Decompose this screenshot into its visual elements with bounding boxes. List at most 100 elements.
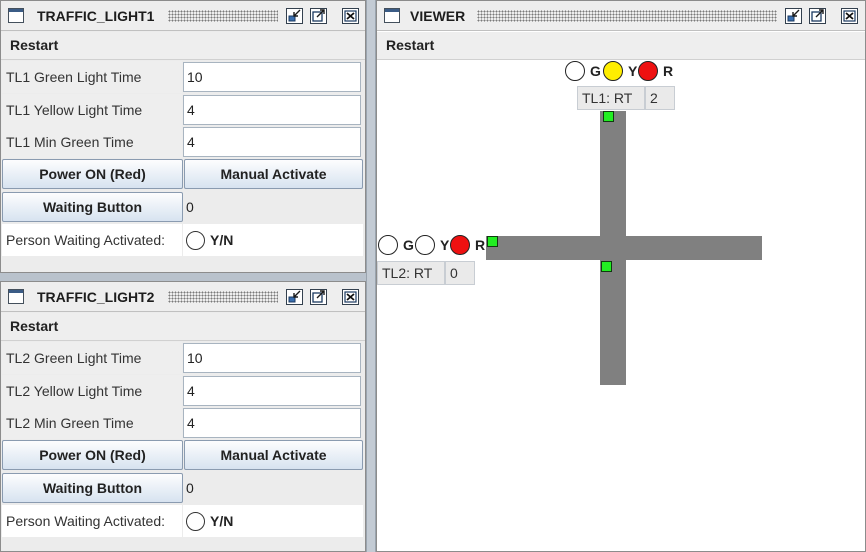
green-time-label: TL1 Green Light Time bbox=[2, 61, 182, 93]
green-time-row: TL2 Green Light Time 10 bbox=[2, 342, 364, 374]
waiting-count: 0 bbox=[186, 480, 194, 496]
person-row: Person Waiting Activated: Y/N bbox=[2, 505, 364, 537]
center-sensor bbox=[601, 261, 612, 272]
person-waiting-label: Person Waiting Activated: bbox=[2, 224, 182, 256]
person-radio-cell bbox=[183, 505, 363, 537]
window-title: TRAFFIC_LIGHT2 bbox=[37, 289, 155, 305]
iconify-button[interactable] bbox=[785, 8, 802, 24]
green-time-field[interactable]: 10 bbox=[183, 343, 361, 373]
tl1-status-value: 2 bbox=[645, 86, 675, 110]
waiting-button[interactable]: Waiting Button bbox=[2, 192, 183, 222]
person-waiting-radio[interactable] bbox=[186, 231, 205, 250]
restart-menu[interactable]: Restart bbox=[386, 37, 435, 53]
iconify-button[interactable] bbox=[286, 289, 303, 305]
button-row: Power ON (Red) Manual Activate bbox=[2, 158, 364, 190]
maximize-button[interactable] bbox=[310, 289, 327, 305]
tl2-green-letter: G bbox=[403, 237, 414, 253]
min-green-label: TL2 Min Green Time bbox=[2, 407, 182, 439]
traffic-light2-panel: TRAFFIC_LIGHT2 Restart TL2 Green Light T… bbox=[0, 281, 366, 552]
green-time-field[interactable]: 10 bbox=[183, 62, 361, 92]
horizontal-road bbox=[486, 236, 762, 260]
yellow-time-label: TL2 Yellow Light Time bbox=[2, 375, 182, 407]
waiting-count: 0 bbox=[186, 199, 194, 215]
yellow-time-field[interactable]: 4 bbox=[183, 376, 361, 406]
viewer-panel: VIEWER Restart G Y R TL1: RT 2 G bbox=[376, 0, 866, 552]
tl1-green-letter: G bbox=[590, 63, 601, 79]
viewer-titlebar[interactable]: VIEWER bbox=[377, 1, 865, 31]
yellow-time-label: TL1 Yellow Light Time bbox=[2, 94, 182, 126]
power-on-button[interactable]: Power ON (Red) bbox=[2, 159, 183, 189]
close-button[interactable] bbox=[342, 289, 359, 305]
window-title: VIEWER bbox=[410, 8, 466, 24]
restart-menu[interactable]: Restart bbox=[10, 37, 59, 53]
traffic-light1-titlebar[interactable]: TRAFFIC_LIGHT1 bbox=[1, 1, 365, 31]
yellow-time-field[interactable]: 4 bbox=[183, 95, 361, 125]
iconify-button[interactable] bbox=[286, 8, 303, 24]
minimize-icon bbox=[288, 290, 301, 303]
drag-grip[interactable] bbox=[168, 291, 278, 303]
window-icon bbox=[384, 8, 400, 23]
traffic-light2-titlebar[interactable]: TRAFFIC_LIGHT2 bbox=[1, 282, 365, 312]
close-icon bbox=[344, 10, 357, 22]
restart-menu[interactable]: Restart bbox=[10, 318, 59, 334]
close-icon bbox=[344, 291, 357, 303]
traffic-light1-panel: TRAFFIC_LIGHT1 Restart TL1 Green Light T… bbox=[0, 0, 366, 273]
manual-activate-button[interactable]: Manual Activate bbox=[184, 440, 363, 470]
person-row: Person Waiting Activated: Y/N bbox=[2, 224, 364, 256]
drag-grip[interactable] bbox=[477, 10, 777, 22]
min-green-row: TL1 Min Green Time 4 bbox=[2, 126, 364, 158]
yellow-time-row: TL2 Yellow Light Time 4 bbox=[2, 375, 364, 407]
tl2-sensor bbox=[487, 236, 498, 247]
window-icon bbox=[8, 8, 24, 23]
min-green-row: TL2 Min Green Time 4 bbox=[2, 407, 364, 439]
tl2-red-light bbox=[450, 235, 470, 255]
tl1-red-letter: R bbox=[663, 63, 674, 79]
tl1-red-light bbox=[638, 61, 658, 81]
waiting-row: Waiting Button 0 bbox=[2, 472, 364, 504]
waiting-button[interactable]: Waiting Button bbox=[2, 473, 183, 503]
close-icon bbox=[843, 10, 856, 22]
min-green-field[interactable]: 4 bbox=[183, 408, 361, 438]
split-pane-divider[interactable] bbox=[366, 0, 376, 552]
restart-menu-bar: Restart bbox=[1, 313, 365, 341]
green-time-row: TL1 Green Light Time 10 bbox=[2, 61, 364, 93]
tl2-yellow-light bbox=[415, 235, 435, 255]
person-radio-cell bbox=[183, 224, 363, 256]
tl1-yellow-letter: Y bbox=[628, 63, 638, 79]
tl2-red-letter: R bbox=[475, 237, 486, 253]
maximize-icon bbox=[312, 9, 325, 22]
restart-menu-bar: Restart bbox=[1, 32, 365, 60]
person-waiting-label: Person Waiting Activated: bbox=[2, 505, 182, 537]
minimize-icon bbox=[288, 9, 301, 22]
person-waiting-radio-label[interactable]: Y/N bbox=[210, 232, 234, 248]
manual-activate-button[interactable]: Manual Activate bbox=[184, 159, 363, 189]
intersection-canvas: G Y R TL1: RT 2 G Y R TL2: RT 0 bbox=[377, 61, 865, 551]
min-green-field[interactable]: 4 bbox=[183, 127, 361, 157]
tl1-status-label: TL1: RT bbox=[577, 86, 645, 110]
tl1-green-light bbox=[565, 61, 585, 81]
button-row: Power ON (Red) Manual Activate bbox=[2, 439, 364, 471]
tl2-status-label: TL2: RT bbox=[377, 261, 445, 285]
waiting-row: Waiting Button 0 bbox=[2, 191, 364, 223]
tl2-yellow-letter: Y bbox=[440, 237, 450, 253]
person-waiting-radio[interactable] bbox=[186, 512, 205, 531]
maximize-button[interactable] bbox=[310, 8, 327, 24]
maximize-icon bbox=[312, 290, 325, 303]
close-button[interactable] bbox=[342, 8, 359, 24]
tl2-green-light bbox=[378, 235, 398, 255]
tl1-sensor bbox=[603, 111, 614, 122]
drag-grip[interactable] bbox=[168, 10, 278, 22]
person-waiting-radio-label[interactable]: Y/N bbox=[210, 513, 234, 529]
close-button[interactable] bbox=[841, 8, 858, 24]
maximize-button[interactable] bbox=[809, 8, 826, 24]
green-time-label: TL2 Green Light Time bbox=[2, 342, 182, 374]
restart-menu-bar: Restart bbox=[377, 32, 865, 60]
window-title: TRAFFIC_LIGHT1 bbox=[37, 8, 155, 24]
min-green-label: TL1 Min Green Time bbox=[2, 126, 182, 158]
tl2-status-value: 0 bbox=[445, 261, 475, 285]
power-on-button[interactable]: Power ON (Red) bbox=[2, 440, 183, 470]
minimize-icon bbox=[787, 9, 800, 22]
maximize-icon bbox=[811, 9, 824, 22]
window-icon bbox=[8, 289, 24, 304]
yellow-time-row: TL1 Yellow Light Time 4 bbox=[2, 94, 364, 126]
